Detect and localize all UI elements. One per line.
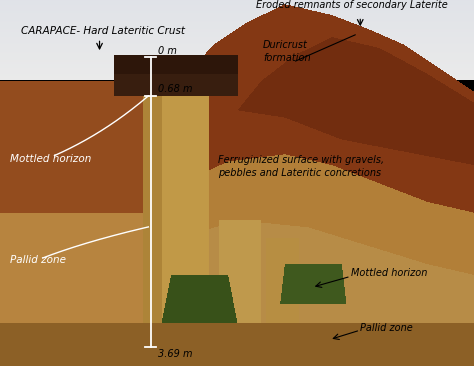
Text: Mottled horizon: Mottled horizon — [10, 154, 92, 164]
Text: 0 m: 0 m — [158, 46, 177, 56]
Text: Pallid zone: Pallid zone — [360, 322, 413, 333]
Text: 3.69 m: 3.69 m — [158, 349, 192, 359]
Text: Duricrust
formation: Duricrust formation — [263, 40, 310, 63]
Text: Ferruginized surface with gravels,
pebbles and Lateritic concretions: Ferruginized surface with gravels, pebbl… — [218, 155, 384, 178]
Text: Mottled horizon: Mottled horizon — [351, 268, 427, 278]
Text: Pallid zone: Pallid zone — [10, 255, 66, 265]
Text: 0.68 m: 0.68 m — [158, 84, 192, 94]
Text: CARAPACE- Hard Lateritic Crust: CARAPACE- Hard Lateritic Crust — [21, 26, 185, 36]
Text: Eroded remnants of secondary Laterite: Eroded remnants of secondary Laterite — [256, 0, 448, 11]
